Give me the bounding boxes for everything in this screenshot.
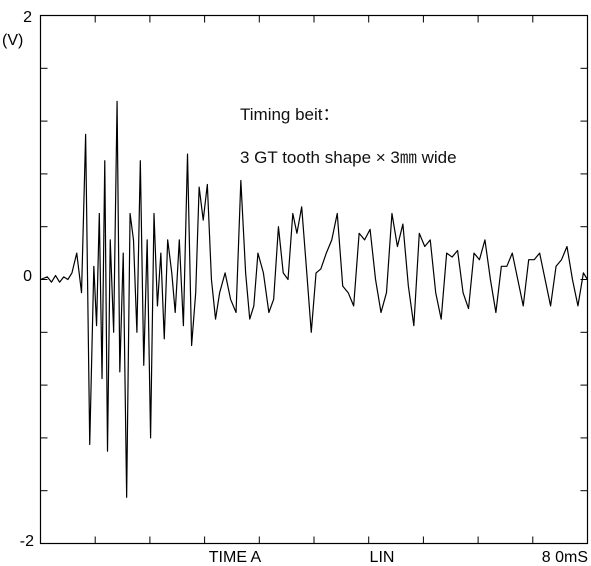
axis-ticks <box>40 15 588 544</box>
y-tick-label-top: 2 <box>23 9 32 26</box>
x-label-time-a: TIME A <box>209 549 262 566</box>
annotation-title: Timing beit： <box>240 105 340 124</box>
waveform-line-0 <box>40 100 589 498</box>
y-tick-label-bottom: -2 <box>20 533 34 550</box>
annotation-detail: 3 GT tooth shape × 3㎜ wide <box>240 148 457 167</box>
x-label-lin: LIN <box>370 549 395 566</box>
y-axis-unit-label: (V) <box>2 32 23 49</box>
x-label-range: 8 0mS <box>542 549 588 566</box>
y-tick-label-zero: 0 <box>23 268 32 285</box>
series-layer <box>40 100 589 498</box>
